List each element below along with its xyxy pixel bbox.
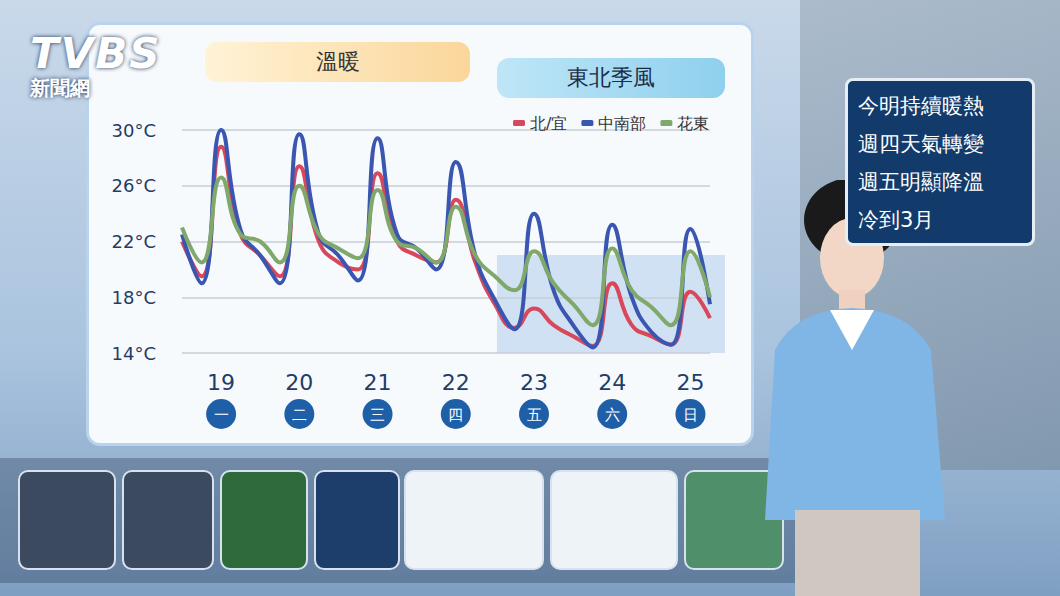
svg-text:14°C: 14°C — [112, 343, 156, 364]
html-text:週五明顯降溫: 週五明顯降溫 — [858, 170, 984, 194]
svg-text:日: 日 — [683, 406, 698, 423]
svg-text:22°C: 22°C — [112, 231, 156, 252]
svg-text:21: 21 — [364, 370, 392, 395]
svg-text:22: 22 — [442, 370, 470, 395]
svg-text:四: 四 — [448, 406, 463, 423]
html-text:新聞網: 新聞網 — [30, 76, 90, 100]
html-text:今明持續暖熱: 今明持續暖熱 — [858, 94, 984, 118]
svg-text:三: 三 — [370, 406, 385, 423]
svg-text:18°C: 18°C — [112, 287, 156, 308]
html-text:東北季風: 東北季風 — [567, 65, 655, 90]
svg-text:30°C: 30°C — [112, 120, 156, 141]
svg-text:二: 二 — [292, 406, 307, 423]
svg-text:花東: 花東 — [677, 114, 709, 133]
svg-text:六: 六 — [605, 406, 620, 423]
svg-text:北/宜: 北/宜 — [530, 114, 567, 133]
html-text:週四天氣轉變: 週四天氣轉變 — [858, 132, 984, 156]
html-text:TVBS: TVBS — [30, 29, 162, 78]
svg-text:一: 一 — [214, 406, 229, 423]
svg-text:中南部: 中南部 — [598, 114, 646, 133]
svg-text:20: 20 — [285, 370, 313, 395]
html-text:冷到3月: 冷到3月 — [858, 208, 935, 232]
svg-text:19: 19 — [207, 370, 235, 395]
html-text:溫暖: 溫暖 — [315, 49, 360, 74]
svg-text:26°C: 26°C — [112, 175, 156, 196]
svg-text:24: 24 — [598, 370, 626, 395]
svg-text:五: 五 — [527, 406, 542, 423]
svg-text:23: 23 — [520, 370, 548, 395]
svg-text:25: 25 — [676, 370, 704, 395]
